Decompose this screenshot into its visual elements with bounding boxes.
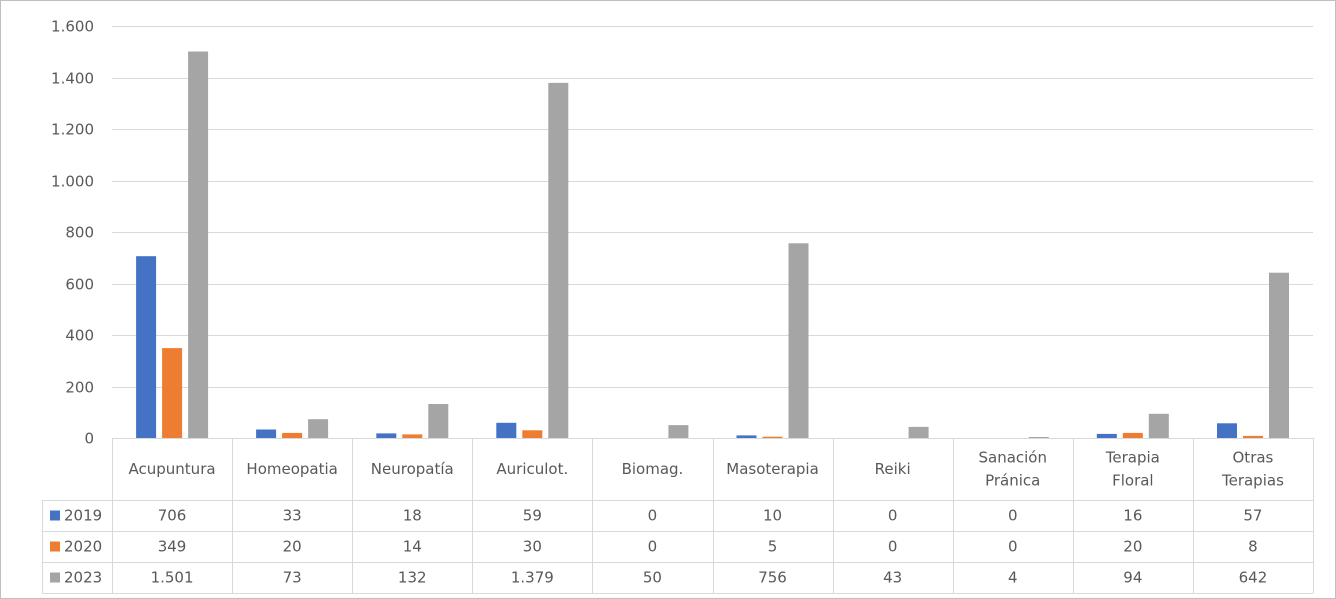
data-table-value: 50 (643, 569, 662, 587)
bar-2020 (282, 432, 303, 438)
y-tick-label: 1.200 (51, 121, 94, 139)
bars (136, 51, 1289, 439)
bar-2023 (428, 404, 449, 438)
bar-2019 (256, 429, 277, 438)
bar-2023 (548, 82, 569, 439)
data-table: Acupuntura Homeopatia Neuropatía Auriculot.… (42, 438, 1314, 594)
data-table-value: 756 (758, 569, 787, 587)
data-table-value: 20 (1123, 538, 1142, 556)
data-table-value: 0 (1008, 538, 1018, 556)
data-table-value: 642 (1239, 569, 1268, 587)
legend-label: 2020 (64, 538, 102, 556)
category-label: Floral (1112, 472, 1154, 490)
data-table-value: 706 (158, 507, 187, 525)
bar-2019 (736, 435, 757, 438)
y-tick-label: 200 (65, 379, 94, 397)
y-tick-label: 1.000 (51, 173, 94, 191)
category-label: Masoterapia (726, 460, 818, 478)
data-table-value: 132 (398, 569, 427, 587)
data-table-value: 30 (523, 538, 542, 556)
bar-2019 (496, 422, 517, 438)
y-tick-label: 1.600 (51, 18, 94, 36)
data-table-value: 8 (1248, 538, 1258, 556)
legend-label: 2023 (64, 569, 102, 587)
data-table-value: 0 (888, 538, 898, 556)
category-label: Biomag. (622, 460, 684, 478)
y-tick-label: 800 (65, 224, 94, 242)
data-table-value: 14 (403, 538, 422, 556)
y-tick-label: 1.400 (51, 70, 94, 88)
y-tick-label: 0 (84, 430, 94, 448)
y-tick-label: 400 (65, 327, 94, 345)
data-table-value: 1.501 (151, 569, 194, 587)
bar-2023 (668, 425, 689, 438)
category-label: Pránica (985, 472, 1040, 490)
legend-key-2020 (50, 541, 60, 552)
category-label: Otras (1233, 449, 1274, 467)
bar-2020 (162, 348, 183, 438)
bar-2020 (1122, 432, 1143, 438)
bar-2023 (1148, 413, 1169, 438)
data-table-value: 33 (283, 507, 302, 525)
data-table-value: 0 (1008, 507, 1018, 525)
bar-2023 (1269, 272, 1289, 438)
bar-2020 (762, 436, 783, 438)
data-table-value: 16 (1123, 507, 1142, 525)
data-table-value: 10 (763, 507, 782, 525)
bar-2020 (402, 434, 423, 438)
data-table-value: 0 (648, 507, 658, 525)
category-label: Reiki (875, 460, 911, 478)
data-table-value: 349 (158, 538, 187, 556)
category-label: Acupuntura (129, 460, 216, 478)
y-axis-ticks: 0 200 400 600 800 1.000 1.200 1.400 1.600 (51, 18, 94, 448)
bar-2023 (188, 51, 209, 438)
data-table-value: 18 (403, 507, 422, 525)
legend-label: 2019 (64, 507, 102, 525)
data-table-value: 94 (1123, 569, 1142, 587)
bar-2023 (308, 419, 329, 438)
bar-2020 (1243, 435, 1263, 438)
bar-2019 (1096, 433, 1117, 438)
data-table-value: 4 (1008, 569, 1018, 587)
data-table-value: 20 (283, 538, 302, 556)
category-label: Terapias (1221, 472, 1284, 490)
data-table-value: 57 (1243, 507, 1262, 525)
data-table-value: 43 (883, 569, 902, 587)
data-table-value: 0 (648, 538, 658, 556)
data-table-value: 73 (283, 569, 302, 587)
category-label: Auriculot. (496, 460, 568, 478)
data-table-value: 0 (888, 507, 898, 525)
category-label: Homeopatia (246, 460, 337, 478)
legend-key-2023 (50, 572, 60, 583)
bar-2019 (1217, 423, 1237, 438)
legend-key-2019 (50, 510, 60, 521)
data-table-value: 5 (768, 538, 778, 556)
category-label: Terapia (1105, 449, 1160, 467)
bar-2023 (908, 426, 929, 438)
data-table-value: 1.379 (511, 569, 554, 587)
y-tick-label: 600 (65, 276, 94, 294)
bar-2023 (1028, 437, 1049, 438)
category-label: Sanación (978, 449, 1047, 467)
bar-2020 (522, 430, 543, 438)
bar-2019 (376, 433, 397, 438)
data-table-value: 59 (523, 507, 542, 525)
category-label: Neuropatía (371, 460, 454, 478)
bar-2019 (136, 256, 157, 438)
gridlines (112, 26, 1313, 388)
bar-2023 (788, 243, 809, 438)
